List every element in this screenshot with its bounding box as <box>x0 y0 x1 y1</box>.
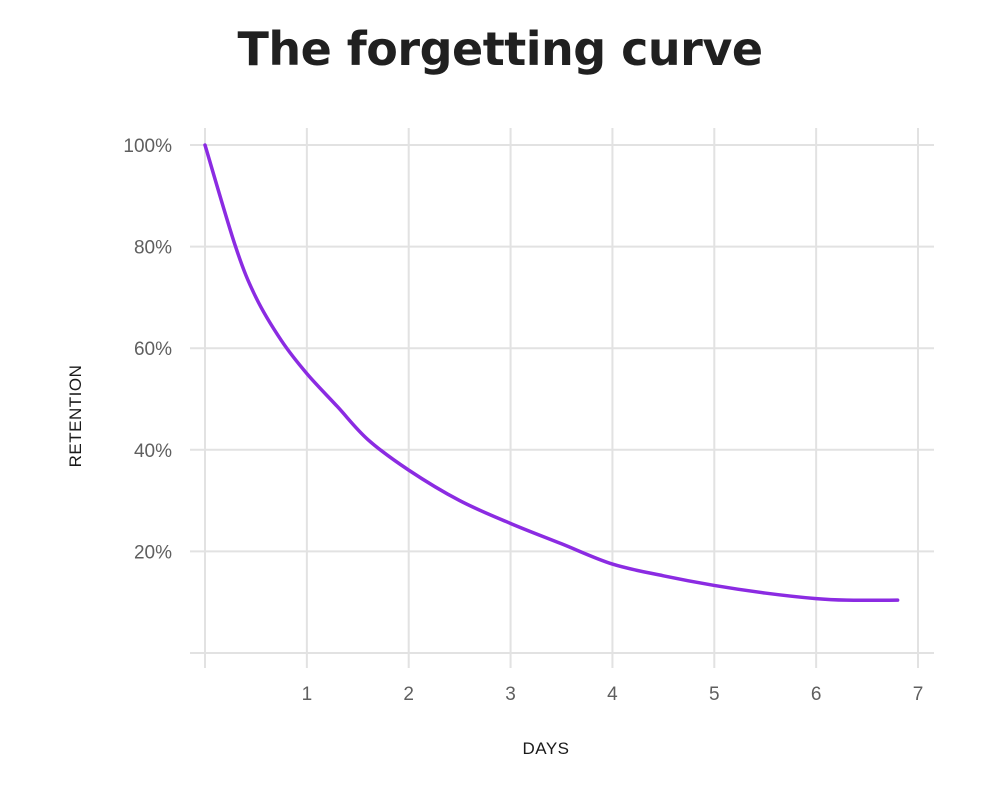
x-axis-title: DAYS <box>522 739 569 758</box>
x-tick-label: 5 <box>709 684 720 705</box>
y-tick-labels: 20% 40% 60% 80% 100% <box>123 136 172 563</box>
y-tick-label: 20% <box>134 542 172 563</box>
y-axis-title: RETENTION <box>66 365 85 468</box>
x-tick-label: 4 <box>607 684 618 705</box>
x-tick-label: 1 <box>302 684 313 705</box>
x-tick-label: 6 <box>811 684 822 705</box>
horizontal-gridlines <box>190 144 934 654</box>
y-tick-label: 40% <box>134 441 172 462</box>
vertical-gridlines <box>204 128 919 668</box>
x-tick-label: 2 <box>403 684 414 705</box>
x-tick-label: 7 <box>913 684 924 705</box>
chart-title: The forgetting curve <box>237 22 763 76</box>
retention-series-line <box>203 143 900 603</box>
y-tick-label: 80% <box>134 238 172 259</box>
x-tick-label: 3 <box>505 684 516 705</box>
y-tick-label: 60% <box>134 339 172 360</box>
x-tick-labels: 1 2 3 4 5 6 7 <box>302 684 924 705</box>
y-tick-label: 100% <box>123 136 172 157</box>
